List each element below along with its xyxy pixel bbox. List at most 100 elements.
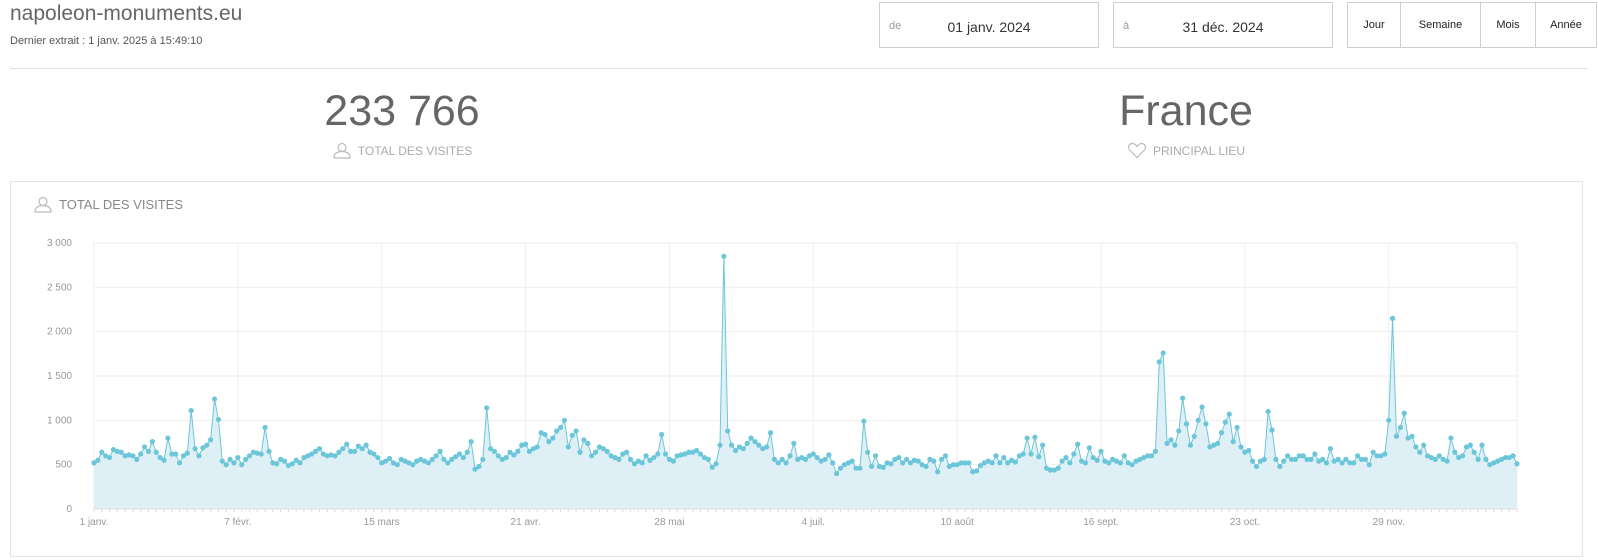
data-point <box>445 460 451 466</box>
data-point <box>375 454 381 461</box>
period-week-button[interactable]: Semaine <box>1401 3 1481 47</box>
data-point <box>1071 451 1077 457</box>
data-point <box>592 449 599 455</box>
data-point <box>1292 456 1298 462</box>
data-point <box>604 448 610 454</box>
data-point <box>1137 456 1143 462</box>
data-point <box>1378 453 1384 459</box>
date-from-field[interactable]: de 01 janv. 2024 <box>879 2 1099 48</box>
data-point <box>647 457 653 463</box>
data-point <box>355 443 361 449</box>
total-visits-label: TOTAL DES VISITES <box>357 143 473 158</box>
data-point <box>958 460 964 466</box>
data-point <box>394 462 400 468</box>
period-year-button[interactable]: Année <box>1536 3 1596 47</box>
data-point <box>1067 460 1073 466</box>
data-point <box>639 460 645 466</box>
y-tick-label: 0 <box>66 504 72 515</box>
data-point <box>522 441 529 447</box>
data-point <box>561 417 568 423</box>
data-point <box>900 460 906 466</box>
data-point <box>1261 456 1267 462</box>
data-point <box>857 465 863 471</box>
header-divider <box>10 68 1588 69</box>
data-point <box>1098 448 1104 454</box>
data-point <box>585 440 591 446</box>
data-point <box>239 462 245 468</box>
data-point <box>1078 458 1085 464</box>
data-point <box>476 463 482 470</box>
data-point <box>880 464 886 470</box>
data-point <box>118 449 124 455</box>
period-month-button[interactable]: Mois <box>1481 3 1536 47</box>
data-point <box>635 458 641 464</box>
data-point <box>1141 454 1147 461</box>
data-point <box>985 458 991 464</box>
data-point <box>1090 454 1096 461</box>
data-point <box>219 458 225 464</box>
data-point <box>530 446 536 452</box>
x-tick-label: 15 mars <box>364 517 400 528</box>
data-point <box>1409 433 1415 439</box>
data-point <box>1242 449 1248 455</box>
data-point <box>1145 453 1151 459</box>
data-point <box>359 446 365 452</box>
data-point <box>1506 454 1512 461</box>
chart-panel-title-text: TOTAL DES VISITES <box>59 197 184 213</box>
data-point <box>106 454 113 461</box>
x-tick-label: 7 févr. <box>224 517 251 528</box>
data-point <box>915 458 921 464</box>
data-point <box>872 453 879 459</box>
data-point <box>876 463 882 470</box>
data-point <box>250 449 257 455</box>
data-point <box>1374 453 1380 459</box>
x-tick-label: 1 janv. <box>80 517 109 528</box>
data-point <box>515 448 521 454</box>
data-point <box>379 460 385 466</box>
data-point <box>1413 444 1419 450</box>
data-point <box>546 439 552 445</box>
data-point <box>1005 460 1011 466</box>
data-point <box>826 452 832 458</box>
date-from-label: de <box>889 20 902 32</box>
data-point <box>1059 458 1065 464</box>
data-point <box>977 462 984 469</box>
visits-line <box>93 256 1518 475</box>
data-point <box>1218 430 1225 436</box>
data-point <box>1063 454 1069 461</box>
data-point <box>651 454 657 461</box>
data-point <box>1226 411 1232 417</box>
data-point <box>806 453 812 459</box>
data-point <box>157 454 163 461</box>
date-to-field[interactable]: à 31 déc. 2024 <box>1113 2 1333 48</box>
data-point <box>1483 456 1489 462</box>
data-point <box>1397 424 1403 431</box>
data-point <box>764 444 770 450</box>
data-point <box>1432 456 1438 462</box>
data-point <box>1389 315 1396 321</box>
x-tick-label: 16 sept. <box>1083 517 1119 528</box>
data-point <box>1016 453 1022 459</box>
data-point <box>849 458 855 464</box>
data-point <box>997 460 1003 466</box>
data-point <box>1316 458 1322 464</box>
data-point <box>507 449 513 455</box>
data-point <box>1253 463 1260 470</box>
period-day-button[interactable]: Jour <box>1348 3 1401 47</box>
data-point <box>410 462 416 468</box>
data-point <box>666 456 673 462</box>
y-tick-label: 2 000 <box>47 327 72 338</box>
data-point <box>1491 460 1497 466</box>
data-point <box>709 464 715 470</box>
data-point <box>511 452 517 458</box>
data-point <box>262 424 268 431</box>
data-point <box>1133 458 1139 464</box>
data-point <box>690 449 696 455</box>
data-point <box>281 458 288 464</box>
data-point <box>1230 439 1236 445</box>
data-point <box>130 453 136 459</box>
data-point <box>274 461 280 467</box>
top-place-label: PRINCIPAL LIEU <box>1152 143 1246 158</box>
data-point <box>771 456 778 462</box>
data-point <box>538 430 544 436</box>
